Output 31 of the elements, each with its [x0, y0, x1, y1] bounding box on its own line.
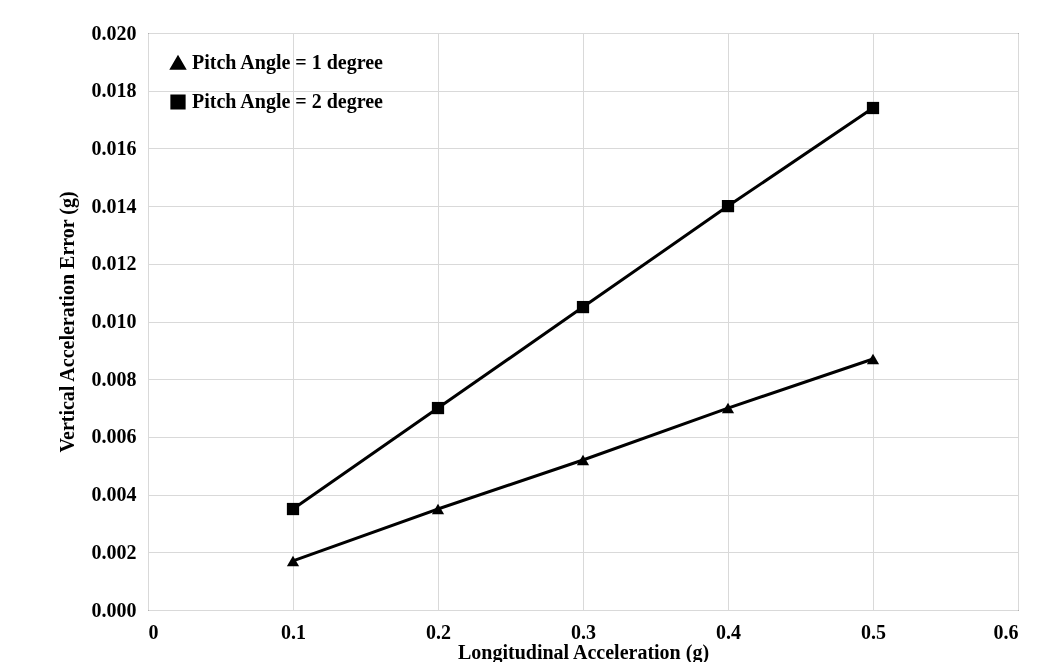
y-tick-label: 0.020	[91, 21, 137, 44]
y-axis-title: Vertical Acceleration Error (g)	[55, 191, 79, 453]
x-tick-label: 0.5	[861, 620, 886, 643]
y-tick-label: 0.002	[91, 540, 137, 563]
x-tick-label: 0.1	[281, 620, 306, 643]
point	[866, 101, 880, 115]
point	[286, 555, 300, 567]
point	[286, 502, 300, 516]
x-tick-label: 0.6	[993, 620, 1019, 643]
y-tick-label: 0.010	[91, 310, 137, 332]
x-tick-label: 0.2	[426, 620, 451, 643]
y-tick-label: 0.016	[91, 136, 137, 159]
point	[721, 199, 735, 213]
y-tick-label: 0.014	[91, 194, 137, 217]
y-tick-label: 0.004	[91, 483, 137, 506]
point	[721, 402, 735, 414]
y-tick-label: 0.000	[91, 598, 137, 621]
y-tick-label: 0.012	[91, 252, 137, 275]
y-tick-label: 0.008	[91, 367, 137, 390]
x-tick-label: 0.3	[571, 620, 596, 643]
point	[576, 300, 590, 314]
y-tick-label: 0.006	[91, 425, 137, 448]
x-tick-label: 0.4	[716, 620, 741, 643]
point	[431, 503, 445, 515]
y-tick-label: 0.018	[91, 79, 137, 102]
point	[866, 353, 880, 365]
legend-label: Pitch Angle = 1 degree	[192, 51, 384, 74]
point	[431, 401, 445, 415]
x-tick-label: 0	[148, 620, 159, 643]
point	[576, 454, 590, 466]
legend-label: Pitch Angle = 2 degree	[192, 90, 384, 113]
